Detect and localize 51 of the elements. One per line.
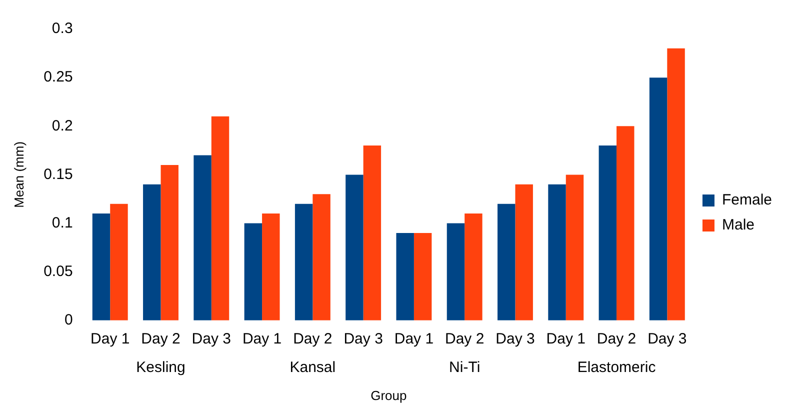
bar — [211, 116, 230, 320]
x-tick-label: Day 3 — [648, 330, 687, 348]
x-tick-label: Day 1 — [242, 330, 282, 348]
x-tick-label: Day 1 — [394, 330, 434, 348]
x-tick-label: Day 3 — [496, 330, 535, 348]
bar — [363, 146, 382, 320]
bar — [312, 194, 330, 320]
y-tick-label: 0.15 — [44, 166, 73, 183]
bar — [244, 223, 262, 320]
bar — [92, 214, 110, 320]
x-axis-title: Group — [370, 388, 407, 403]
x-tick-label: Day 1 — [546, 330, 586, 348]
bar — [194, 155, 212, 320]
bar — [667, 48, 685, 320]
text: Ni-Ti — [449, 359, 480, 376]
bar — [143, 184, 161, 320]
bar — [346, 174, 364, 320]
y-axis-title: Mean (mm) — [11, 141, 26, 208]
x-tick-label: Day 2 — [596, 330, 636, 348]
bar — [396, 232, 414, 320]
y-tick-label: 0.05 — [44, 262, 73, 280]
x-tick-label: Day 2 — [141, 330, 180, 348]
text: Elastomeric — [577, 359, 656, 376]
x-tick-label: Day 3 — [344, 330, 383, 348]
bar — [160, 164, 178, 320]
bar — [616, 126, 634, 320]
bar — [598, 146, 617, 320]
y-tick-label: 0.3 — [52, 20, 73, 38]
bar — [515, 184, 533, 320]
bar — [110, 204, 128, 320]
x-tick-label: Day 1 — [90, 330, 130, 348]
bar — [566, 174, 584, 320]
bar — [464, 214, 482, 320]
bar — [262, 214, 280, 320]
text: Kesling — [136, 359, 186, 376]
x-tick-label: Day 2 — [293, 330, 332, 348]
text: Kansal — [290, 359, 336, 376]
bar — [548, 184, 566, 320]
y-tick-label: 0.25 — [44, 68, 73, 86]
bar — [294, 204, 313, 320]
bar — [446, 223, 465, 320]
x-tick-label: Day 3 — [192, 330, 231, 348]
x-tick-label: Day 2 — [445, 330, 484, 348]
y-tick-label: 0.2 — [52, 117, 73, 134]
bar — [498, 204, 516, 320]
y-tick-label: 0 — [64, 312, 73, 329]
y-tick-label: 0.1 — [52, 214, 73, 232]
legend-label: Male — [722, 216, 754, 234]
bar — [649, 78, 668, 320]
bar — [414, 232, 432, 320]
legend-label: Female — [722, 192, 772, 209]
